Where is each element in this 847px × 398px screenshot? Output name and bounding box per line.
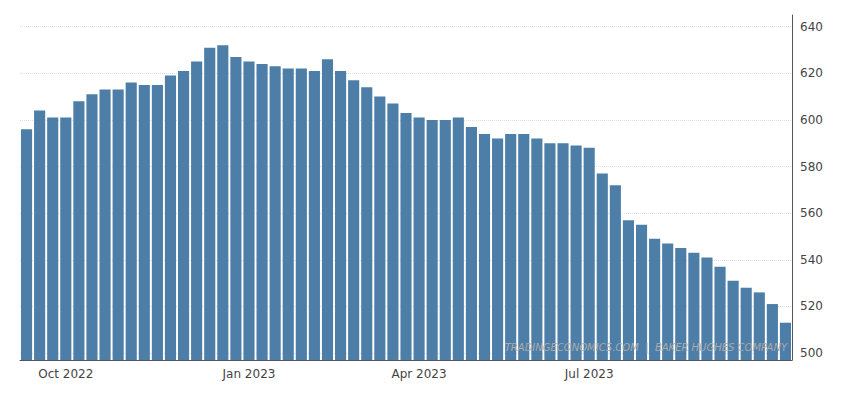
svg-text:620: 620 [800, 66, 823, 80]
svg-text:500: 500 [800, 346, 823, 360]
svg-text:600: 600 [800, 113, 823, 127]
svg-text:Jan 2023: Jan 2023 [222, 367, 276, 381]
svg-text:TRADINGECONOMICS.COM | BAKER: TRADINGECONOMICS.COM | BAKER HUGHES COMP… [505, 342, 788, 354]
svg-text:Apr 2023: Apr 2023 [392, 367, 447, 381]
svg-text:640: 640 [800, 20, 823, 34]
svg-text:560: 560 [800, 206, 823, 220]
svg-text:Oct 2022: Oct 2022 [38, 367, 93, 381]
svg-text:Jul 2023: Jul 2023 [564, 367, 614, 381]
svg-text:520: 520 [800, 299, 823, 313]
svg-text:540: 540 [800, 253, 823, 267]
svg-text:580: 580 [800, 160, 823, 174]
